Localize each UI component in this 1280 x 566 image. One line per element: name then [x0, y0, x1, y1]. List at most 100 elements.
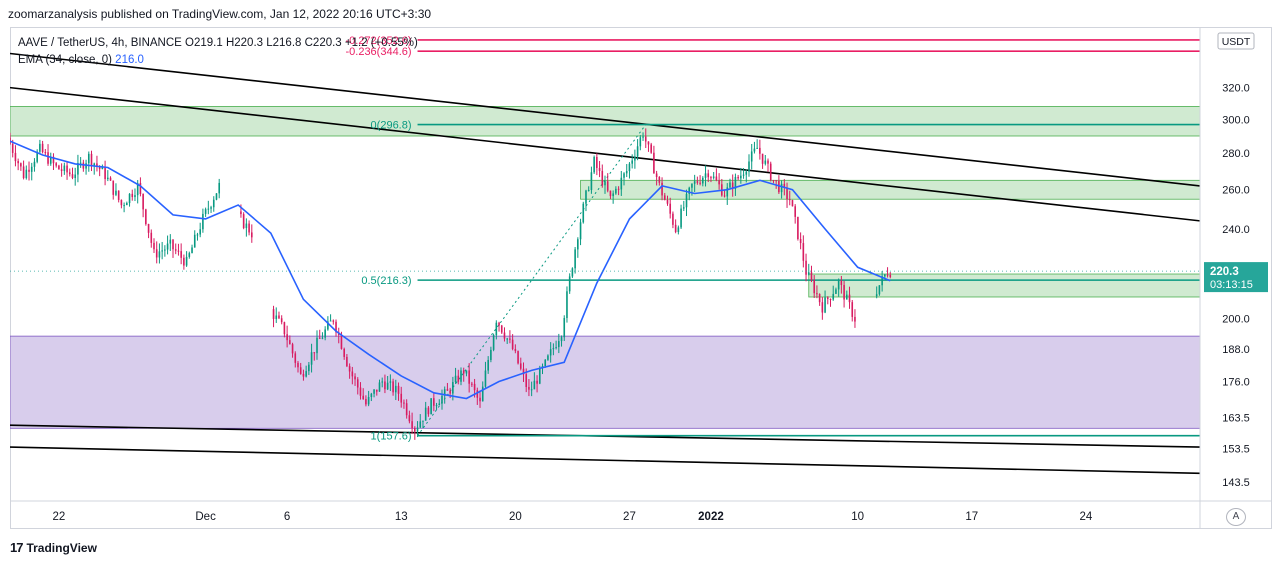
candle-body	[204, 209, 207, 214]
candle-body	[558, 341, 560, 348]
candle-body	[68, 172, 71, 175]
candle-body	[400, 393, 403, 403]
candle-body	[215, 193, 218, 200]
candle-body	[636, 146, 639, 157]
ema-label[interactable]: EMA (34, close, 0)	[18, 54, 112, 66]
candle-body	[590, 172, 593, 190]
auto-scale-button[interactable]: A	[1226, 508, 1246, 526]
candle-body	[650, 144, 652, 153]
candle-body	[193, 234, 196, 248]
candle-body	[769, 163, 772, 181]
candle-body	[707, 173, 710, 178]
candle-body	[240, 211, 242, 215]
candle-body	[384, 381, 386, 390]
candle-body	[688, 187, 691, 194]
candle-body	[329, 320, 332, 322]
candle-body	[492, 335, 495, 350]
candle-body	[851, 302, 854, 317]
candle-body	[837, 280, 840, 290]
candle-body	[164, 249, 166, 251]
candle-body	[481, 386, 484, 402]
candle-body	[74, 174, 77, 179]
candle-body	[242, 214, 245, 229]
candle-body	[802, 243, 805, 261]
zone-demand-3	[10, 335, 1201, 429]
candle-body	[441, 395, 443, 404]
candle-body	[674, 224, 677, 233]
candle-body	[245, 223, 248, 229]
price-tick-label: 200.0	[1222, 314, 1250, 326]
candle-body	[462, 370, 465, 374]
candle-body	[128, 193, 131, 204]
candle-body	[767, 160, 769, 164]
candle-body	[96, 163, 98, 167]
candle-body	[609, 190, 612, 197]
candle-body	[117, 190, 120, 200]
candle-body	[123, 205, 125, 207]
candle-body	[821, 302, 824, 313]
candle-body	[299, 367, 302, 374]
candle-body	[519, 363, 522, 369]
candle-body	[487, 359, 489, 371]
candle-body	[826, 297, 829, 299]
candle-body	[498, 322, 500, 326]
ema-line[interactable]	[10, 140, 891, 400]
candle-body	[104, 166, 106, 180]
candle-body	[346, 356, 348, 367]
candle-body	[723, 195, 726, 197]
candle-body	[446, 389, 449, 391]
candle-body	[14, 152, 17, 162]
candle-body	[845, 294, 848, 300]
candle-body	[449, 390, 451, 394]
trendline-3[interactable]	[10, 446, 1200, 475]
candle-body	[354, 376, 356, 380]
candle-body	[517, 351, 519, 364]
candle-body	[881, 276, 883, 286]
candle-body	[875, 294, 878, 297]
candle-body	[460, 370, 462, 382]
candle-body	[663, 195, 666, 201]
zone-supply-1	[580, 179, 1201, 200]
candle-body	[405, 403, 408, 416]
candle-body	[465, 370, 468, 374]
price-chart[interactable]: -0.272(352.6)-0.236(344.6) 0(296.8) 0.5(21…	[10, 27, 1272, 529]
candle-body	[617, 188, 620, 190]
zone-supply-0	[10, 105, 1201, 137]
price-tick-label: 163.5	[1222, 413, 1250, 425]
candle-body	[756, 147, 758, 149]
ema-value: 216.0	[115, 54, 144, 66]
candle-body	[647, 141, 650, 145]
trendline-1[interactable]	[10, 86, 1200, 222]
candle-body	[525, 374, 528, 387]
candle-body	[17, 161, 19, 164]
candle-body	[840, 280, 843, 286]
candle-body	[134, 195, 136, 198]
candle-body	[378, 382, 381, 392]
candle-body	[145, 209, 147, 225]
fib-level-label: -0.236(344.6)	[345, 46, 411, 58]
candle-body	[11, 143, 14, 153]
candle-body	[552, 348, 555, 350]
candle-body	[538, 368, 541, 384]
candle-body	[889, 275, 892, 278]
trendline-0[interactable]	[10, 52, 1200, 187]
candle-body	[468, 370, 470, 384]
currency-badge[interactable]	[1217, 32, 1255, 50]
candle-body	[169, 239, 172, 244]
candle-body	[587, 189, 590, 191]
publisher-line: zoomarzanalysis published on TradingView…	[8, 7, 432, 21]
candle-body	[761, 153, 764, 164]
candle-body	[699, 182, 701, 184]
candle-body	[843, 285, 845, 300]
time-tick-label: 22	[53, 511, 66, 523]
candle-body	[816, 293, 818, 295]
candle-body	[799, 239, 802, 244]
price-tick-label: 176.0	[1222, 376, 1250, 388]
candle-body	[180, 251, 182, 258]
candle-body	[612, 193, 614, 197]
candle-body	[294, 353, 297, 363]
candle-body	[386, 382, 389, 390]
candle-body	[511, 339, 514, 350]
candle-body	[93, 163, 96, 166]
symbol-label[interactable]: AAVE / TetherUS, 4h, BINANCE	[18, 37, 182, 49]
